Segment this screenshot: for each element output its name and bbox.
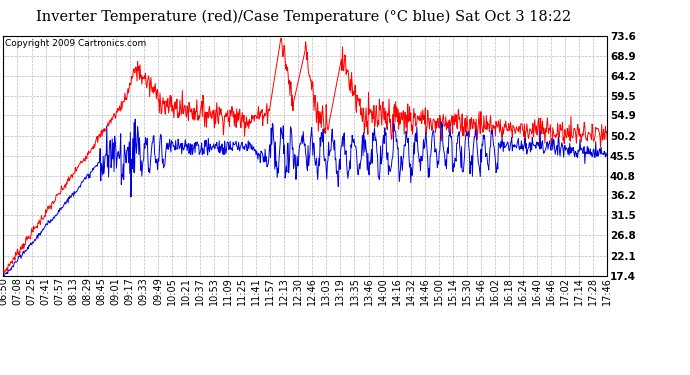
Text: Copyright 2009 Cartronics.com: Copyright 2009 Cartronics.com xyxy=(6,39,146,48)
Text: Inverter Temperature (red)/Case Temperature (°C blue) Sat Oct 3 18:22: Inverter Temperature (red)/Case Temperat… xyxy=(36,9,571,24)
